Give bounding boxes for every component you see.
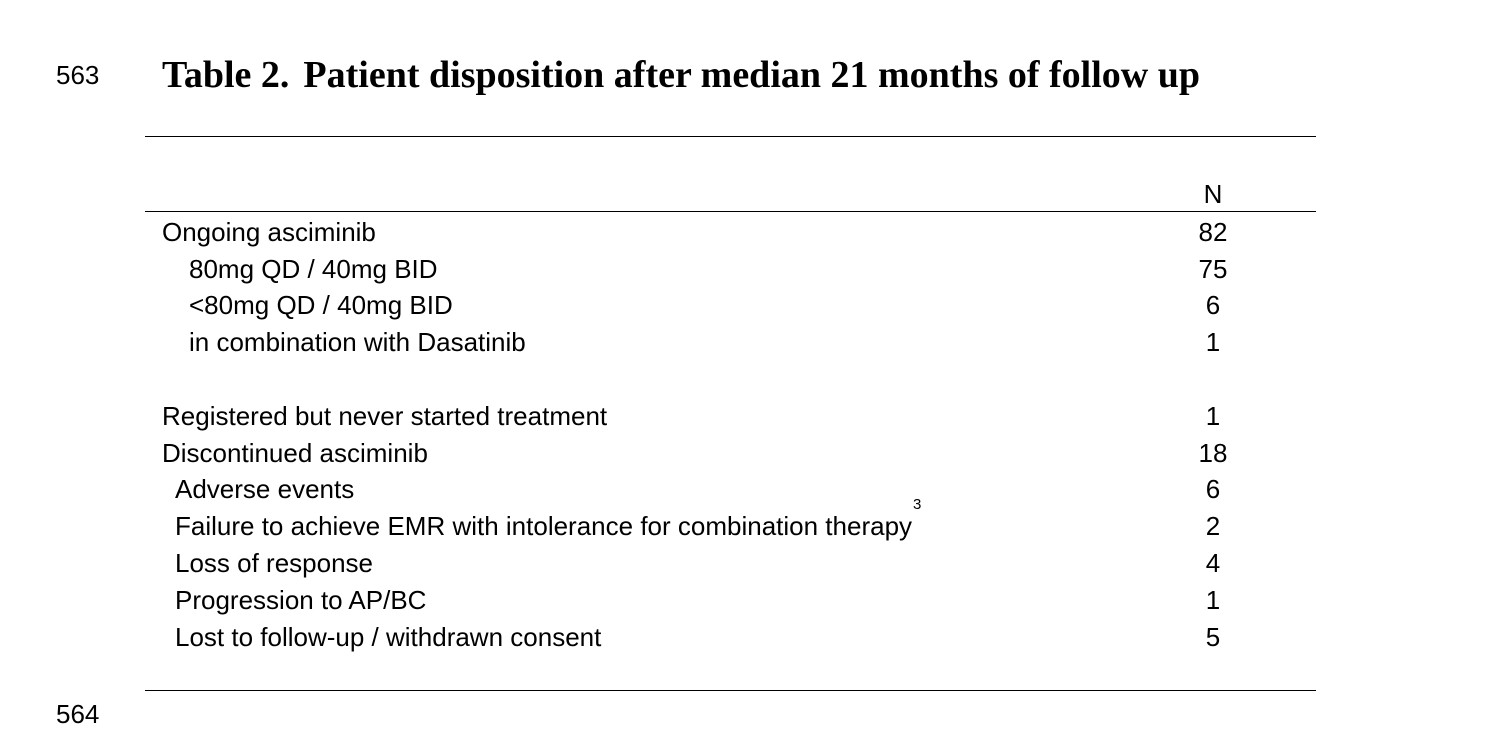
line-number-bottom: 564 <box>56 699 100 729</box>
row-label: Ongoing asciminib <box>162 217 376 247</box>
row-value: 6 <box>1205 290 1221 320</box>
table-row-failure-emr: Failure to achieve EMR with intolerance … <box>145 497 1316 544</box>
table-row-progression: Progression to AP/BC 1 <box>145 582 1316 618</box>
row-value: 4 <box>1205 548 1221 578</box>
table-bottom-rule <box>145 690 1316 691</box>
row-value: 6 <box>1205 474 1221 504</box>
line-number-top: 563 <box>56 60 100 90</box>
table-header-rule <box>145 211 1316 212</box>
table-row-ongoing-asciminib: Ongoing asciminib 82 <box>145 214 1316 250</box>
row-label: Adverse events <box>175 474 355 504</box>
table-row-lost-to-follow-up: Lost to follow-up / withdrawn consent 5 <box>145 619 1316 655</box>
row-label: Loss of response <box>175 548 374 578</box>
table-number: Table 2. <box>162 54 290 96</box>
row-label: Discontinued asciminib <box>162 438 428 468</box>
table-top-rule <box>145 136 1316 137</box>
row-label: in combination with Dasatinib <box>189 327 526 357</box>
table-row-80mg: 80mg QD / 40mg BID 75 <box>145 251 1316 287</box>
column-header-n: N <box>1203 179 1223 209</box>
table-caption: Patient disposition after median 21 mont… <box>303 54 1201 96</box>
row-label: 80mg QD / 40mg BID <box>189 254 438 284</box>
row-label-text: Failure to achieve EMR with intolerance … <box>175 511 913 541</box>
row-value: 1 <box>1205 585 1221 615</box>
row-value: 1 <box>1205 327 1221 357</box>
footnote-marker: 3 <box>913 496 922 513</box>
table-row-below-80mg: <80mg QD / 40mg BID 6 <box>145 287 1316 323</box>
table-row-loss-of-response: Loss of response 4 <box>145 545 1316 581</box>
row-value: 2 <box>1205 511 1221 541</box>
table-title: Table 2. Patient disposition after median… <box>162 52 1200 98</box>
row-label: <80mg QD / 40mg BID <box>189 290 453 320</box>
table-row-never-started: Registered but never started treatment 1 <box>145 398 1316 434</box>
row-value: 82 <box>1198 217 1228 247</box>
table-row-combination-dasatinib: in combination with Dasatinib 1 <box>145 324 1316 360</box>
table-row-discontinued: Discontinued asciminib 18 <box>145 435 1316 471</box>
row-value: 1 <box>1205 401 1221 431</box>
row-label: Failure to achieve EMR with intolerance … <box>175 497 921 544</box>
row-value: 18 <box>1198 438 1228 468</box>
row-label: Lost to follow-up / withdrawn consent <box>175 622 602 652</box>
row-value: 75 <box>1198 254 1228 284</box>
row-label: Progression to AP/BC <box>175 585 427 615</box>
row-label: Registered but never started treatment <box>162 401 608 431</box>
row-value: 5 <box>1205 622 1221 652</box>
table-row-adverse-events: Adverse events 6 <box>145 471 1316 507</box>
